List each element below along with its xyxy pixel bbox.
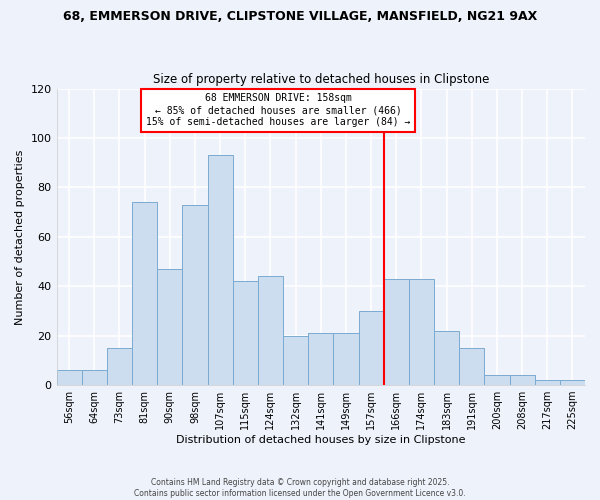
X-axis label: Distribution of detached houses by size in Clipstone: Distribution of detached houses by size … [176, 435, 466, 445]
Bar [157, 269, 182, 385]
Bar [459, 348, 484, 385]
Text: Contains HM Land Registry data © Crown copyright and database right 2025.
Contai: Contains HM Land Registry data © Crown c… [134, 478, 466, 498]
Bar [132, 202, 157, 385]
Bar [258, 276, 283, 385]
Y-axis label: Number of detached properties: Number of detached properties [15, 149, 25, 324]
Bar [233, 282, 258, 385]
Bar [509, 375, 535, 385]
Text: 68 EMMERSON DRIVE: 158sqm
← 85% of detached houses are smaller (466)
15% of semi: 68 EMMERSON DRIVE: 158sqm ← 85% of detac… [146, 94, 410, 126]
Bar [535, 380, 560, 385]
Bar [56, 370, 82, 385]
Bar [182, 204, 208, 385]
Title: Size of property relative to detached houses in Clipstone: Size of property relative to detached ho… [152, 73, 489, 86]
Bar [334, 333, 359, 385]
Bar [308, 333, 334, 385]
Bar [107, 348, 132, 385]
Bar [383, 279, 409, 385]
Bar [434, 330, 459, 385]
Bar [409, 279, 434, 385]
Bar [82, 370, 107, 385]
Text: 68, EMMERSON DRIVE, CLIPSTONE VILLAGE, MANSFIELD, NG21 9AX: 68, EMMERSON DRIVE, CLIPSTONE VILLAGE, M… [63, 10, 537, 23]
Bar [359, 311, 383, 385]
Bar [560, 380, 585, 385]
Bar [484, 375, 509, 385]
Bar [208, 156, 233, 385]
Bar [283, 336, 308, 385]
